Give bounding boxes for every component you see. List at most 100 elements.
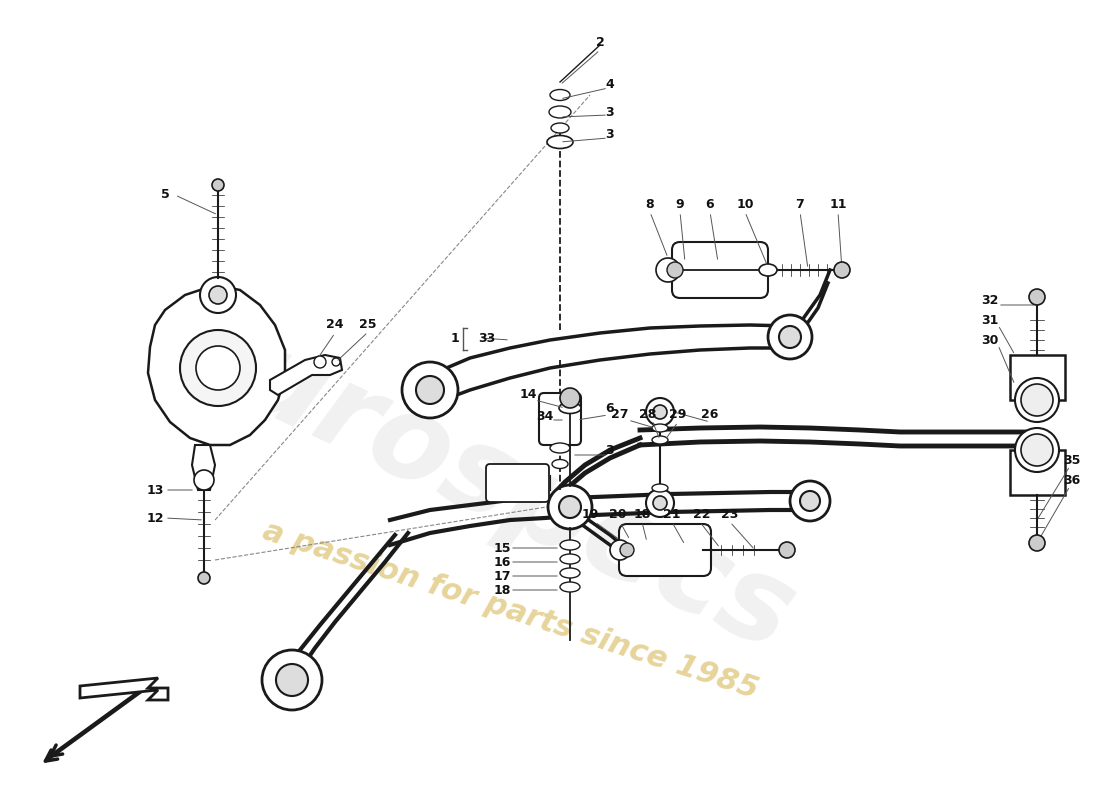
Circle shape [180,330,256,406]
FancyBboxPatch shape [672,242,768,298]
Text: 30: 30 [981,334,999,346]
Text: 15: 15 [493,542,510,554]
Circle shape [559,496,581,518]
Polygon shape [148,285,285,445]
Circle shape [653,496,667,510]
Text: 20: 20 [609,509,627,522]
Text: 5: 5 [161,189,169,202]
Circle shape [560,388,580,408]
Text: 14: 14 [519,389,537,402]
Ellipse shape [560,582,580,592]
Circle shape [653,405,667,419]
Text: 6: 6 [606,402,614,414]
Ellipse shape [559,402,581,414]
Polygon shape [1010,355,1065,400]
Polygon shape [1010,450,1065,495]
Circle shape [1015,428,1059,472]
Circle shape [768,315,812,359]
Circle shape [332,358,340,366]
Text: 17: 17 [493,570,510,582]
Text: 13: 13 [146,483,164,497]
Text: 7: 7 [795,198,804,211]
Text: 24: 24 [327,318,343,331]
Text: 1: 1 [451,331,460,345]
Circle shape [314,356,326,368]
Circle shape [416,376,444,404]
Circle shape [1021,434,1053,466]
Circle shape [620,543,634,557]
Text: 9: 9 [675,198,684,211]
Text: 16: 16 [493,555,510,569]
Ellipse shape [547,135,573,149]
Text: 33: 33 [478,331,496,345]
Text: 6: 6 [706,198,714,211]
Text: 23: 23 [722,509,739,522]
Text: 18: 18 [634,509,651,522]
Text: 3: 3 [606,106,614,118]
Polygon shape [80,678,168,700]
Text: 21: 21 [663,509,681,522]
Text: 19: 19 [581,509,598,522]
Polygon shape [270,355,342,395]
Circle shape [834,262,850,278]
Text: 31: 31 [981,314,999,326]
FancyBboxPatch shape [486,464,549,502]
Ellipse shape [550,443,570,453]
Circle shape [646,398,674,426]
Ellipse shape [652,424,668,432]
Text: 4: 4 [606,78,615,91]
Circle shape [402,362,458,418]
Text: 8: 8 [646,198,654,211]
Text: 36: 36 [1064,474,1080,486]
Text: 10: 10 [736,198,754,211]
Circle shape [196,346,240,390]
Text: eurospecs: eurospecs [148,285,812,675]
Circle shape [262,650,322,710]
Circle shape [276,664,308,696]
Circle shape [209,286,227,304]
Text: 3: 3 [606,129,614,142]
Ellipse shape [652,484,668,492]
Circle shape [610,540,630,560]
Circle shape [194,470,214,490]
Circle shape [1028,289,1045,305]
Text: 3: 3 [606,443,614,457]
Text: 18: 18 [493,583,510,597]
Circle shape [198,572,210,584]
Text: 12: 12 [146,511,164,525]
Ellipse shape [551,123,569,133]
Circle shape [212,179,224,191]
Ellipse shape [550,90,570,101]
Polygon shape [192,445,215,490]
Circle shape [667,262,683,278]
Ellipse shape [560,554,580,564]
Text: 32: 32 [981,294,999,306]
Circle shape [790,481,830,521]
Text: 11: 11 [829,198,847,211]
Ellipse shape [549,106,571,118]
Text: 28: 28 [639,409,657,422]
Circle shape [779,542,795,558]
Ellipse shape [652,436,668,444]
Circle shape [1015,378,1059,422]
Circle shape [656,258,680,282]
Ellipse shape [759,264,777,276]
Ellipse shape [560,568,580,578]
Circle shape [800,491,820,511]
Text: 35: 35 [1064,454,1080,466]
FancyBboxPatch shape [539,393,581,445]
Ellipse shape [552,459,568,469]
FancyBboxPatch shape [619,524,711,576]
Text: 2: 2 [595,35,604,49]
Text: 27: 27 [612,409,629,422]
Circle shape [200,277,236,313]
Circle shape [646,489,674,517]
Text: 22: 22 [693,509,711,522]
Text: 25: 25 [360,318,376,331]
Circle shape [1021,384,1053,416]
Ellipse shape [560,540,580,550]
Text: 29: 29 [669,409,686,422]
Circle shape [779,326,801,348]
Text: a passion for parts since 1985: a passion for parts since 1985 [258,516,761,704]
Circle shape [548,485,592,529]
